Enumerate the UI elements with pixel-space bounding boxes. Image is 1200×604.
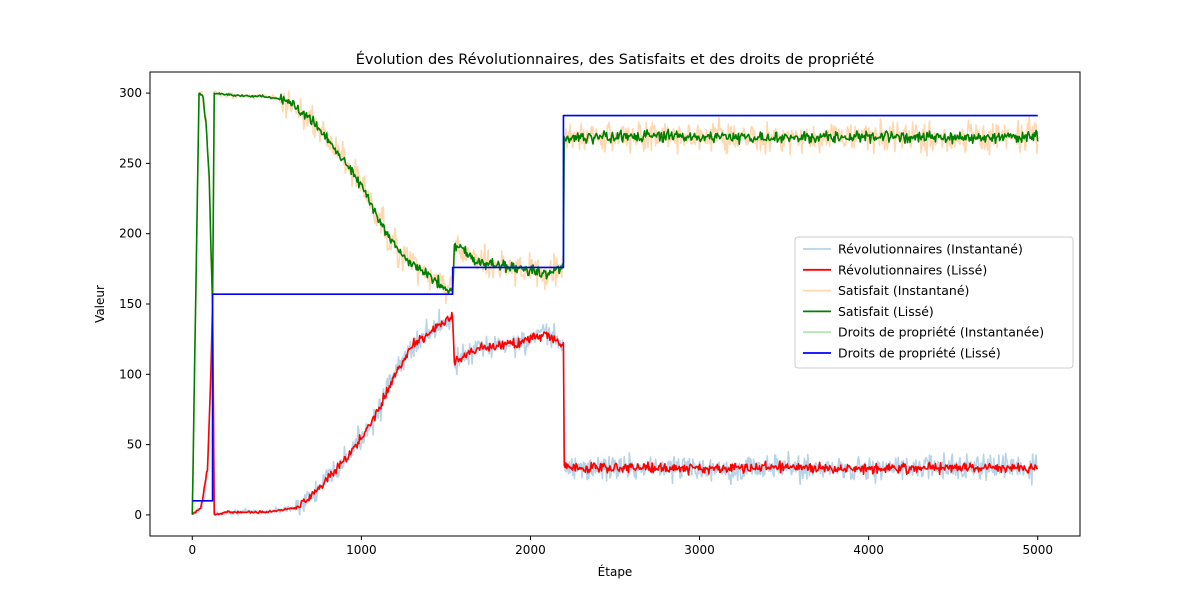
series-line-1 [191, 304, 1039, 516]
legend-label: Révolutionnaires (Instantané) [838, 242, 1023, 257]
y-tick-label: 200 [119, 227, 142, 241]
y-axis-label: Valeur [93, 285, 107, 323]
legend-label: Droits de propriété (Instantanée) [838, 325, 1044, 340]
y-tick-label: 50 [127, 438, 142, 452]
y-tick-label: 300 [119, 86, 142, 100]
x-tick-label: 0 [188, 543, 196, 557]
y-tick-label: 0 [134, 508, 142, 522]
series-line-3 [191, 92, 1039, 515]
chart-title: Évolution des Révolutionnaires, des Sati… [356, 51, 875, 68]
x-tick-label: 5000 [1022, 543, 1053, 557]
legend-label: Révolutionnaires (Lissé) [838, 262, 987, 277]
x-tick-label: 1000 [346, 543, 377, 557]
legend-label: Satisfait (Lissé) [838, 304, 934, 319]
legend-items: Révolutionnaires (Instantané) Révolutionn… [803, 242, 1044, 361]
x-axis-label: Étape [598, 564, 633, 579]
x-tick-label: 4000 [853, 543, 884, 557]
legend: Révolutionnaires (Instantané) Révolutionn… [794, 236, 1074, 369]
legend-label: Satisfait (Instantané) [838, 283, 969, 298]
y-tick-label: 250 [119, 156, 142, 170]
y-tick-label: 150 [119, 297, 142, 311]
x-tick-label: 3000 [684, 543, 715, 557]
y-tick-label: 100 [119, 367, 142, 381]
y-axis-ticks: 0 50 100 150 200 250 300 [119, 86, 150, 522]
x-axis-ticks: 0 1000 2000 3000 4000 5000 [188, 536, 1053, 557]
series-line-0 [192, 298, 1039, 516]
legend-label: Droits de propriété (Lissé) [838, 346, 1001, 361]
x-tick-label: 2000 [515, 543, 546, 557]
series-line-5 [192, 114, 1038, 502]
series-layer [191, 90, 1039, 516]
legend-box [794, 236, 1074, 369]
